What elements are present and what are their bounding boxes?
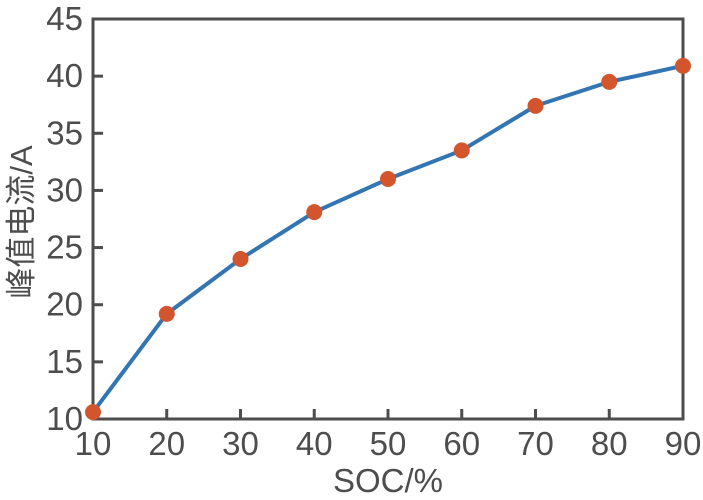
data-series [85, 57, 691, 421]
data-point [232, 251, 249, 267]
y-tick-label: 45 [46, 0, 83, 37]
x-tick-label: 20 [148, 425, 185, 462]
x-tick-label: 40 [296, 425, 333, 462]
x-axis-tick-labels: 10 20 30 40 50 60 70 80 90 [75, 425, 702, 462]
data-point [601, 73, 618, 90]
data-point [527, 97, 544, 114]
x-tick-label: 70 [517, 425, 554, 462]
x-axis-label: SOC/% [333, 462, 443, 495]
data-point [380, 171, 396, 187]
data-line [91, 63, 685, 415]
y-tick-label: 25 [46, 229, 83, 266]
plot-frame [91, 17, 685, 421]
x-tick-label: 10 [75, 425, 112, 462]
x-tick-label: 80 [591, 425, 628, 462]
x-tick-label: 30 [222, 425, 259, 462]
data-point [306, 204, 323, 221]
x-tick-label: 50 [370, 425, 407, 462]
y-tick-label: 40 [46, 57, 83, 94]
y-tick-label: 15 [46, 343, 83, 380]
y-axis-ticks [93, 17, 103, 421]
y-axis-label: 峰值电流/A [4, 145, 39, 299]
y-axis-tick-labels: 10 15 20 25 30 35 40 45 [46, 0, 83, 437]
data-point [158, 305, 175, 322]
x-axis-ticks [91, 409, 685, 419]
y-tick-label: 30 [46, 171, 83, 208]
y-tick-label: 10 [46, 400, 83, 437]
x-tick-label: 60 [443, 425, 480, 462]
data-point [85, 404, 101, 421]
data-point [453, 142, 470, 159]
y-tick-label: 20 [46, 286, 83, 323]
y-tick-label: 35 [46, 114, 83, 151]
x-tick-label: 90 [665, 425, 702, 462]
data-point [675, 57, 691, 74]
